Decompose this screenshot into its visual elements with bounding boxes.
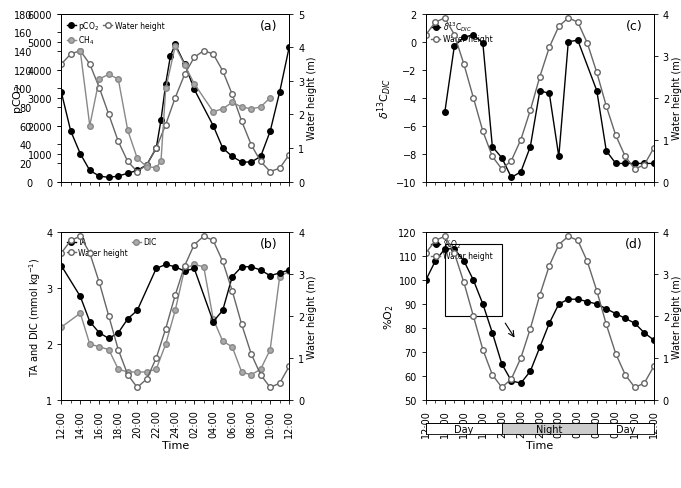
Legend: $\delta^{13}$C$_{DIC}$, Water height: $\delta^{13}$C$_{DIC}$, Water height (430, 19, 494, 46)
Text: (b): (b) (260, 238, 278, 250)
Y-axis label: TA and DIC (mmol kg$^{-1}$): TA and DIC (mmol kg$^{-1}$) (27, 257, 43, 376)
Legend: %O$_2$, Water height: %O$_2$, Water height (430, 236, 494, 263)
Y-axis label: Water height (m): Water height (m) (672, 275, 681, 358)
Text: (a): (a) (260, 20, 278, 33)
Y-axis label: $\delta^{13}$C$_{DIC}$: $\delta^{13}$C$_{DIC}$ (375, 78, 394, 119)
Text: (d): (d) (624, 238, 642, 250)
X-axis label: Time: Time (161, 440, 189, 450)
Y-axis label: Water height (m): Water height (m) (307, 57, 317, 140)
Y-axis label: pCO$_2$: pCO$_2$ (11, 83, 25, 113)
Y-axis label: %O$_2$: %O$_2$ (382, 304, 396, 329)
Legend: TA, Water height, DIC: TA, Water height, DIC (65, 236, 158, 259)
X-axis label: Time: Time (526, 440, 554, 450)
Text: (c): (c) (626, 20, 642, 33)
Bar (445, 244, 502, 316)
Y-axis label: Water height (m): Water height (m) (672, 57, 681, 140)
Legend: pCO$_2$, CH$_4$, Water height: pCO$_2$, CH$_4$, Water height (65, 19, 165, 48)
Y-axis label: Water height (m): Water height (m) (307, 275, 317, 358)
